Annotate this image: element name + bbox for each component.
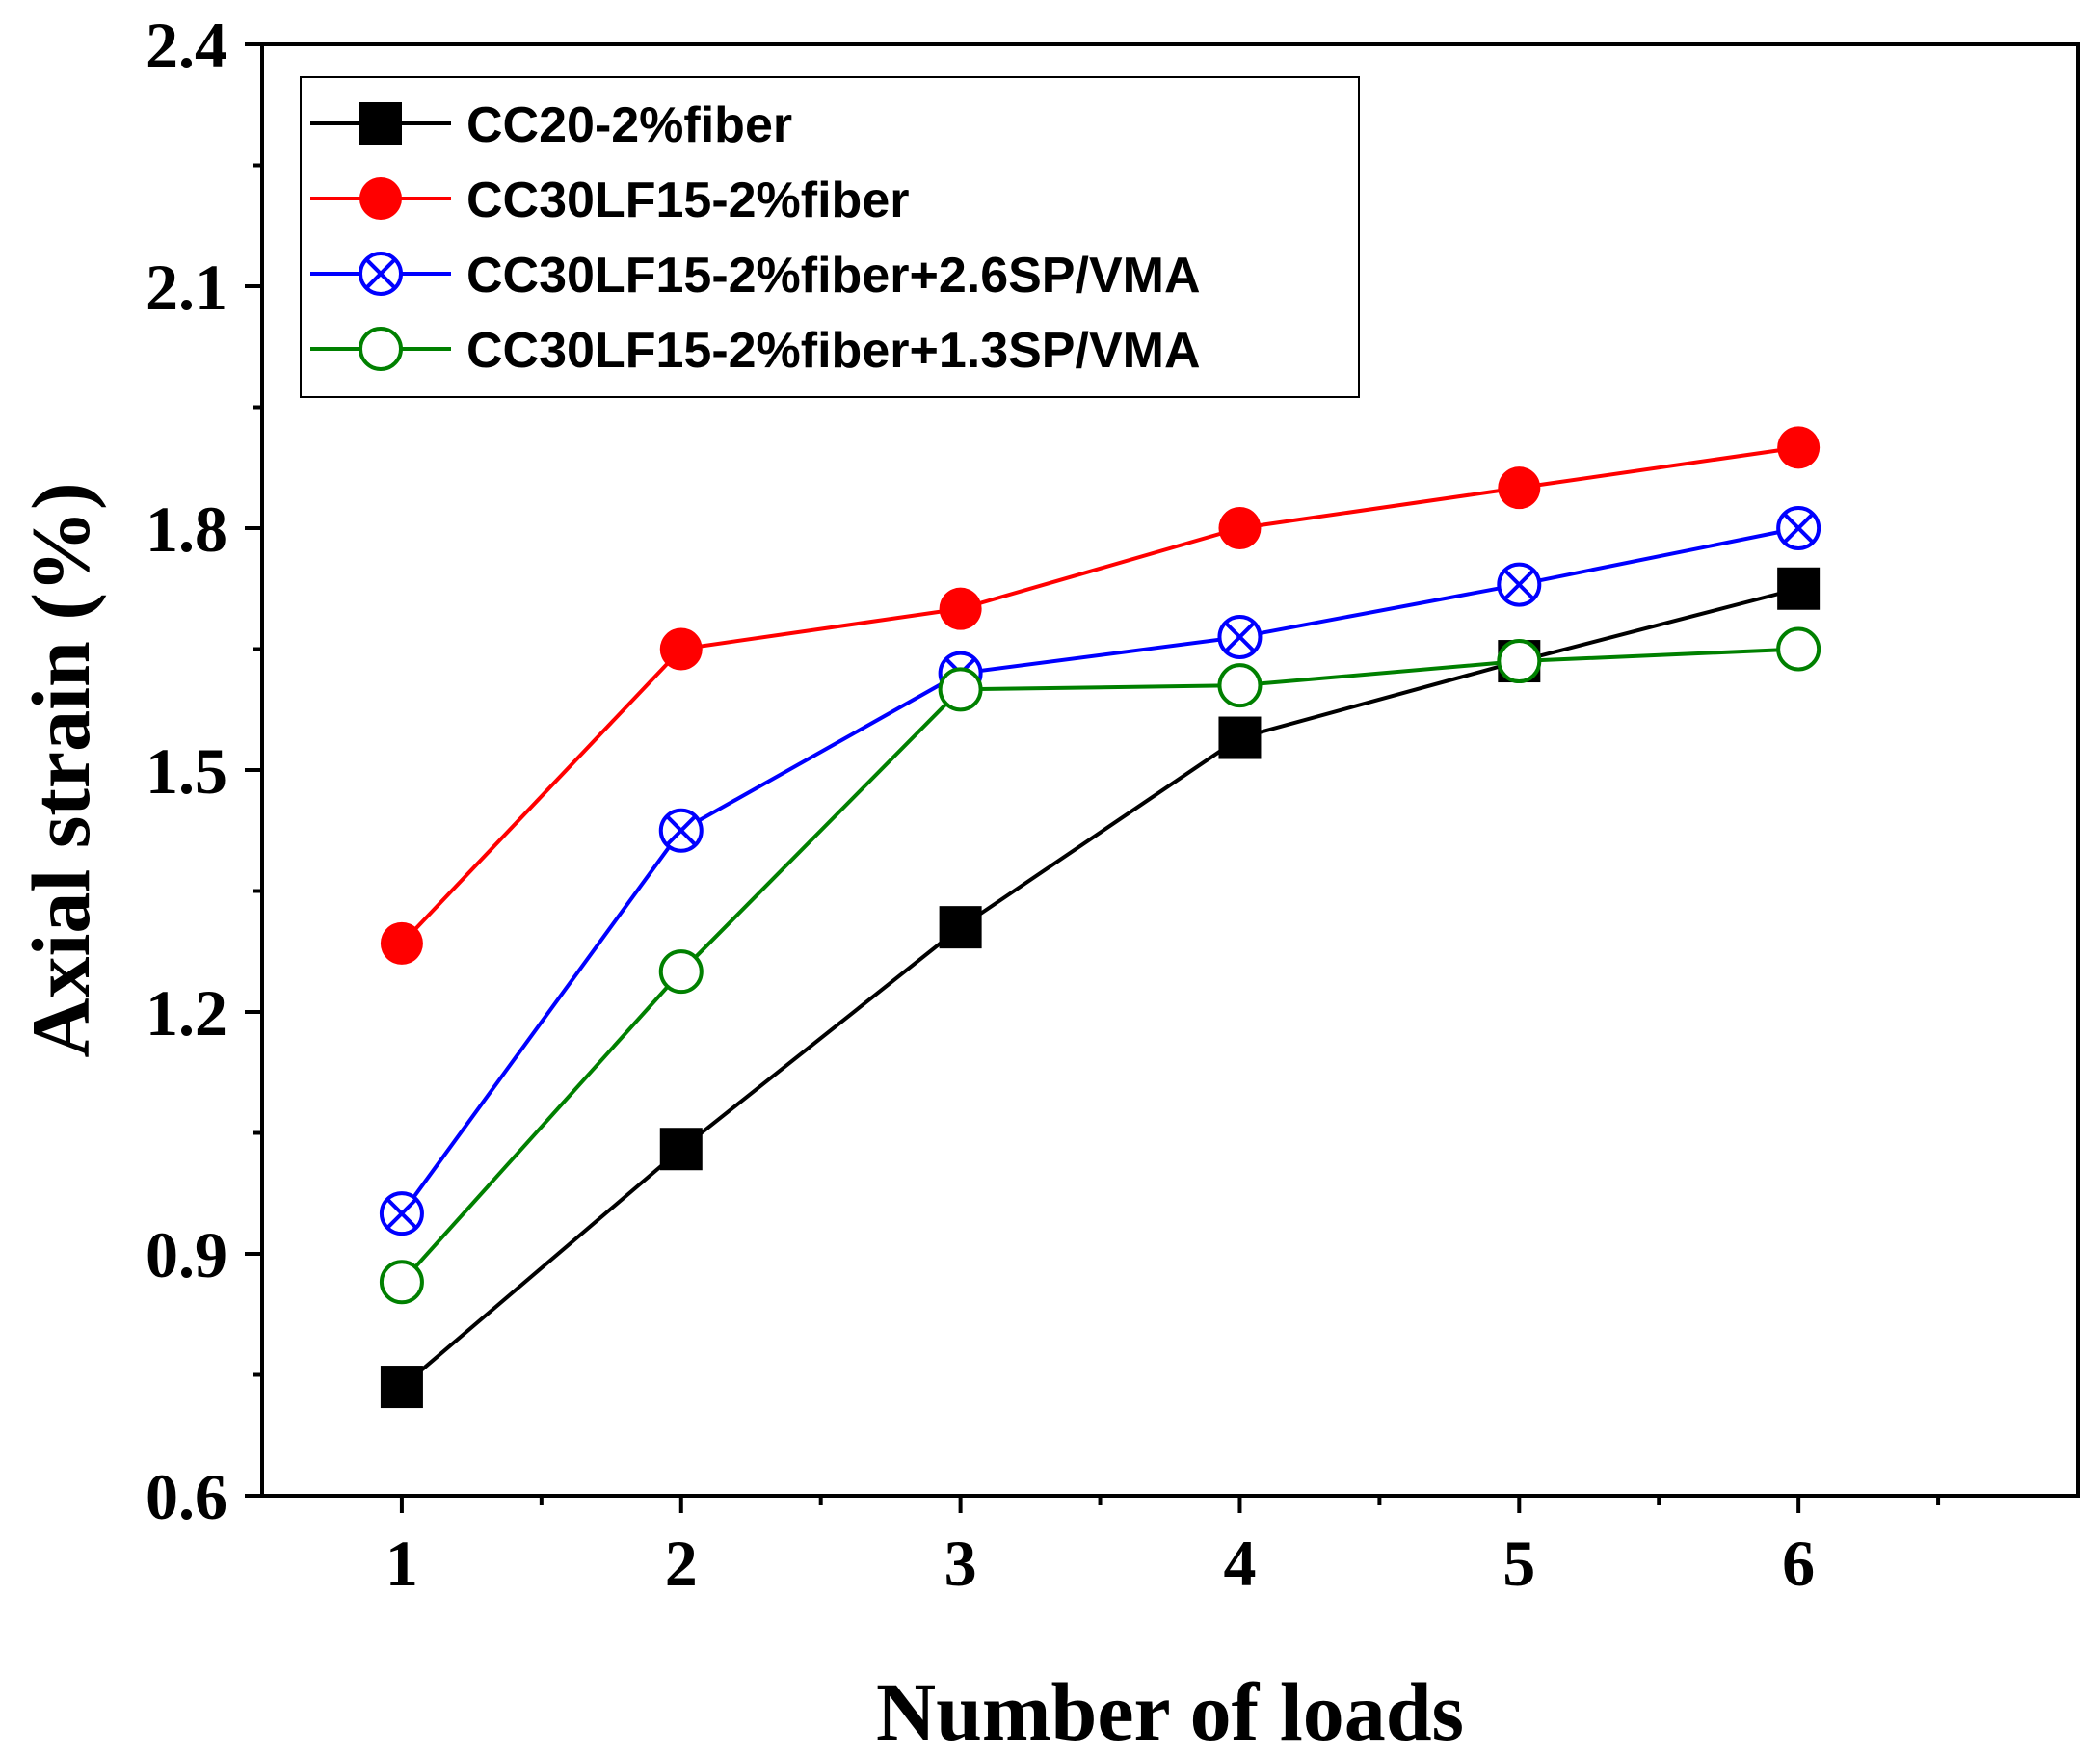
marker-cross	[385, 1197, 418, 1230]
legend-marker	[359, 177, 402, 220]
legend-marker	[359, 102, 402, 145]
data-point	[659, 627, 703, 671]
x-tick-label: 1	[385, 1527, 418, 1600]
data-point	[380, 921, 423, 965]
data-point	[1497, 639, 1542, 684]
y-tick-label: 2.1	[146, 251, 227, 324]
data-point	[379, 1260, 424, 1305]
data-point	[658, 808, 704, 853]
data-point	[938, 667, 983, 712]
data-point	[1218, 507, 1262, 549]
x-tick-label: 4	[1223, 1527, 1256, 1600]
data-point	[1777, 567, 1821, 610]
y-tick-label: 1.8	[146, 492, 227, 566]
legend-marker	[359, 327, 403, 371]
legend-label: CC30LF15-2%fiber+1.3SP/VMA	[466, 323, 1201, 379]
y-tick-label: 2.4	[146, 9, 227, 82]
series-markers	[379, 426, 1821, 1409]
data-point	[1776, 626, 1821, 672]
marker-cross	[665, 814, 697, 846]
x-tick-label: 2	[665, 1527, 698, 1600]
legend-label: CC30LF15-2%fiber+2.6SP/VMA	[466, 248, 1201, 304]
y-tick-label: 1.5	[146, 734, 227, 808]
y-tick-label: 1.2	[146, 976, 227, 1050]
series-line-1	[400, 586, 1799, 1389]
series-line-3	[400, 526, 1799, 1215]
legend-label: CC20-2%fiber	[466, 97, 792, 153]
y-axis-title: Axial strain (%)	[14, 482, 107, 1057]
marker-cross	[1503, 569, 1535, 600]
data-point	[1217, 614, 1263, 659]
series-lines	[400, 445, 1799, 1389]
data-point	[658, 949, 704, 995]
legend-marker	[359, 252, 403, 296]
data-point	[1776, 506, 1821, 550]
axis-ticks: 1 2 3 4 5 6 0.6 0.9 1.2 1.5 1.8 2.1 2.4	[146, 9, 1941, 1600]
series-line-4	[400, 647, 1799, 1284]
data-point	[379, 1191, 424, 1236]
data-point	[1777, 426, 1821, 469]
marker-cross	[1224, 621, 1256, 653]
data-point	[659, 1128, 703, 1171]
data-point	[1218, 716, 1262, 759]
marker-cross	[364, 257, 397, 290]
x-tick-label: 6	[1782, 1527, 1815, 1600]
x-axis-title: Number of loads	[876, 1665, 1464, 1755]
marker-cross	[1782, 512, 1815, 545]
data-point	[1497, 562, 1542, 607]
y-tick-label: 0.6	[146, 1460, 227, 1533]
legend-label: CC30LF15-2%fiber	[466, 173, 909, 228]
data-point	[939, 906, 982, 949]
legend-box	[300, 76, 1360, 398]
y-tick-label: 0.9	[146, 1218, 227, 1291]
data-point	[939, 587, 982, 630]
data-point	[1217, 663, 1263, 708]
x-tick-label: 5	[1502, 1527, 1535, 1600]
data-point	[380, 1366, 423, 1409]
x-tick-label: 3	[944, 1527, 977, 1600]
legend: CC20-2%fiber CC30LF15-2%fiber CC30LF15-2%f…	[300, 76, 1360, 398]
series-line-2	[400, 445, 1799, 945]
data-point	[1498, 466, 1541, 510]
